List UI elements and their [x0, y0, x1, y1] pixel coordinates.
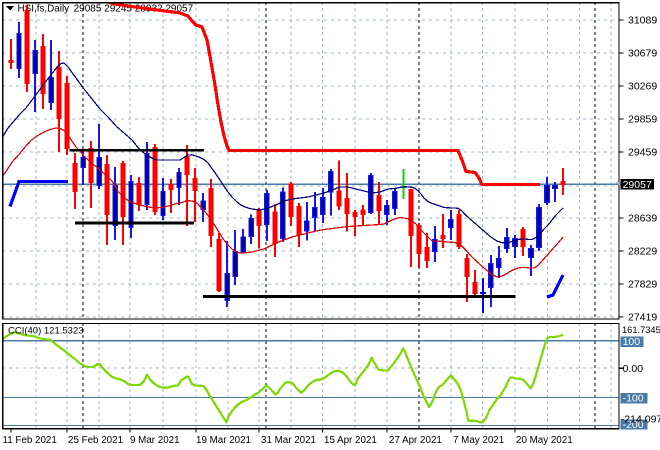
svg-text:7 May 2021: 7 May 2021 — [453, 435, 504, 446]
svg-text:28229: 28229 — [628, 245, 657, 257]
svg-text:31089: 31089 — [628, 14, 657, 26]
svg-text:20 May 2021: 20 May 2021 — [516, 435, 573, 446]
svg-text:-214.0976: -214.0976 — [621, 414, 660, 426]
svg-text:28639: 28639 — [628, 212, 657, 224]
svg-text:19 Mar 2021: 19 Mar 2021 — [196, 435, 251, 446]
svg-text:25 Feb 2021: 25 Feb 2021 — [68, 435, 123, 446]
svg-text:0.00: 0.00 — [623, 363, 644, 375]
svg-text:-200: -200 — [623, 419, 644, 431]
svg-text:9 Mar 2021: 9 Mar 2021 — [130, 435, 180, 446]
svg-text:31 Mar 2021: 31 Mar 2021 — [261, 435, 316, 446]
svg-text:30269: 30269 — [628, 80, 657, 92]
svg-text:30679: 30679 — [628, 47, 657, 59]
svg-text:CCI(40) 121.5323: CCI(40) 121.5323 — [8, 325, 84, 336]
svg-text:27419: 27419 — [628, 311, 657, 323]
svg-text:27829: 27829 — [628, 278, 657, 290]
svg-text:27 Apr 2021: 27 Apr 2021 — [389, 435, 442, 446]
svg-text:29859: 29859 — [628, 113, 657, 125]
svg-text:100: 100 — [623, 336, 641, 348]
svg-text:29085 29245 28932 29057: 29085 29245 28932 29057 — [74, 3, 194, 14]
svg-text:161.7345: 161.7345 — [622, 325, 660, 335]
svg-text:29057: 29057 — [623, 179, 652, 191]
svg-text:11 Feb 2021: 11 Feb 2021 — [3, 435, 57, 446]
svg-text:15 Apr 2021: 15 Apr 2021 — [324, 435, 377, 446]
svg-text:HSI,fs,Daily: HSI,fs,Daily — [18, 3, 70, 14]
svg-text:-100: -100 — [623, 392, 644, 404]
svg-text:29459: 29459 — [628, 146, 657, 158]
